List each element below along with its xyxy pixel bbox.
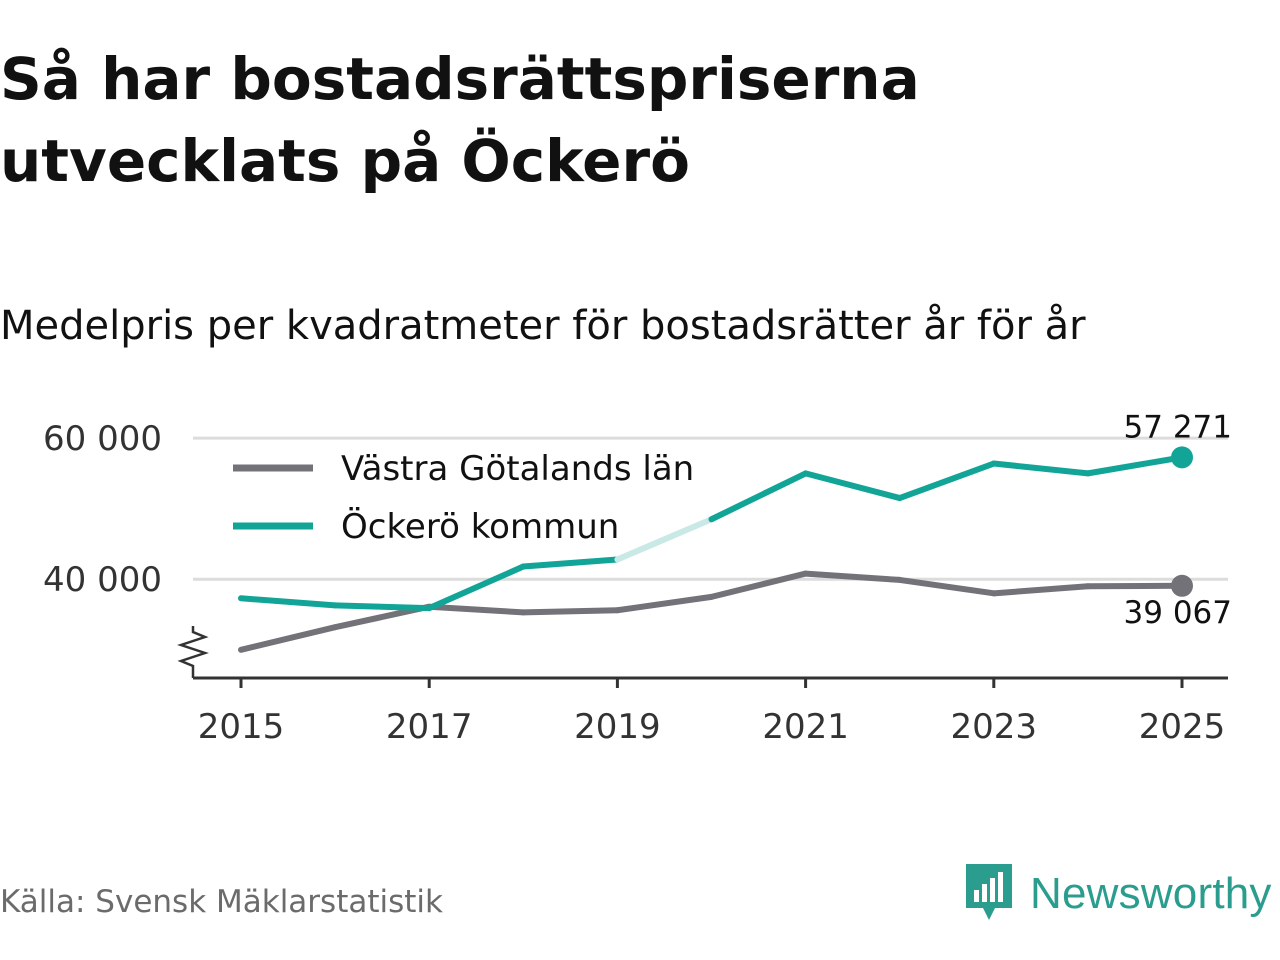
y-tick-label: 40 000 [43, 560, 162, 600]
y-tick-label: 60 000 [43, 419, 162, 459]
ockero-line-segment [238, 595, 339, 609]
ockero-end-label: 57 271 [1124, 409, 1232, 445]
vgl-line-segment [614, 593, 715, 614]
x-tick-label: 2025 [1139, 707, 1226, 747]
ockero-line-segment [802, 470, 903, 502]
vgl-line-segment [708, 570, 809, 600]
source-note: Källa: Svensk Mäklarstatistik [0, 884, 443, 920]
ockero-line-segment [614, 516, 715, 563]
vgl-line-segment [426, 603, 527, 616]
vgl-line-segment [896, 576, 997, 597]
vgl-line-segment [520, 607, 621, 616]
ockero-line-segment [990, 460, 1091, 477]
chart-title: Så har bostadsrättspriserna utvecklats p… [0, 45, 920, 195]
end-labels: 39 067 57 271 [1124, 409, 1232, 630]
vgl-end-point [1171, 574, 1193, 597]
legend-label: Västra Götalands län [341, 449, 694, 489]
vgl-line-segment [990, 583, 1091, 597]
legend-label: Öckerö kommun [341, 506, 619, 547]
x-tick-label: 2017 [386, 707, 473, 747]
ockero-end-point [1171, 446, 1193, 469]
vgl-line-segment [238, 624, 339, 653]
ockero-line-segment [896, 460, 997, 502]
x-axis: 2015 2017 2019 2021 2023 2025 [193, 676, 1228, 747]
x-tick-label: 2023 [951, 707, 1038, 747]
legend: Västra Götalands län Öckerö kommun [220, 444, 694, 548]
ockero-line-segment [708, 470, 809, 523]
line-chart: 40 000 60 000 2015 2017 2019 2021 2023 2025 Vä… [43, 409, 1232, 747]
ockero-line-segment [1084, 454, 1185, 477]
vgl-end-label: 39 067 [1124, 595, 1232, 631]
x-tick-label: 2021 [762, 707, 849, 747]
ockero-line-segment [332, 602, 433, 612]
newsworthy-logo-icon [966, 864, 1012, 920]
brand-logo[interactable]: Newsworthy [964, 862, 1272, 926]
series-lines [238, 446, 1193, 653]
brand-name: Newsworthy [1030, 869, 1272, 918]
gridlines [193, 436, 1228, 581]
x-tick-label: 2019 [574, 707, 661, 747]
y-axis-break [177, 626, 209, 678]
vgl-line-segment [802, 570, 903, 583]
ockero-line-segment [520, 556, 621, 570]
ockero-line-segment [426, 563, 527, 612]
x-tick-label: 2015 [198, 707, 285, 747]
chart-subtitle: Medelpris per kvadratmeter för bostadsrä… [0, 303, 1086, 349]
y-axis: 40 000 60 000 [43, 419, 209, 678]
